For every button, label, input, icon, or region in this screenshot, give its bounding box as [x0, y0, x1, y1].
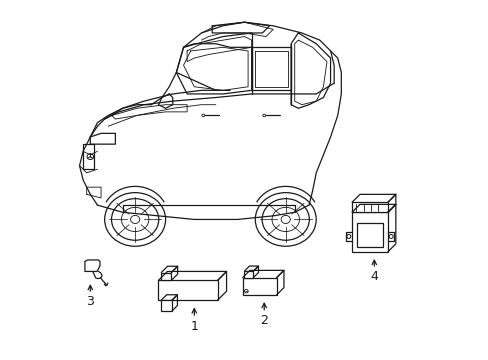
- Text: 4: 4: [369, 270, 378, 283]
- Text: 2: 2: [260, 314, 267, 328]
- Bar: [242, 278, 276, 295]
- Bar: [158, 280, 217, 300]
- Text: 1: 1: [190, 320, 198, 333]
- Bar: [356, 223, 382, 247]
- Bar: [351, 212, 387, 252]
- Bar: [244, 271, 253, 278]
- Polygon shape: [85, 260, 100, 271]
- Bar: [161, 300, 172, 311]
- Bar: [161, 273, 171, 280]
- Text: 3: 3: [86, 296, 94, 309]
- Bar: [351, 202, 387, 212]
